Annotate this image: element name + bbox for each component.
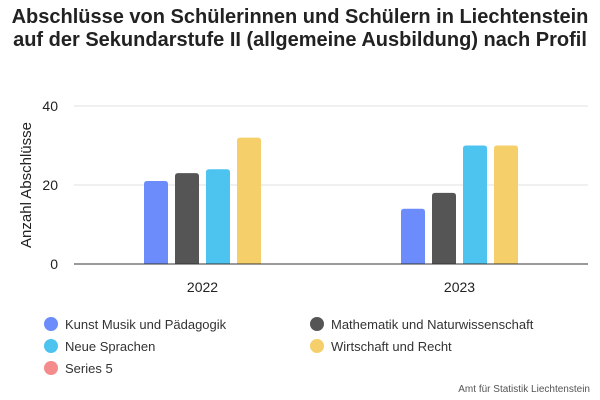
- legend-swatch: [310, 317, 324, 331]
- bar: [432, 192, 456, 264]
- legend-label: Kunst Musik und Pädagogik: [65, 316, 227, 332]
- chart-title: Abschlüsse von Schülerinnen und Schülern…: [11, 6, 589, 51]
- legend: Kunst Musik und Pädagogik Mathematik und …: [44, 316, 584, 376]
- legend-swatch: [44, 361, 58, 375]
- bar: [175, 173, 199, 264]
- bar: [237, 137, 261, 264]
- bar: [206, 169, 230, 264]
- bar: [144, 181, 168, 264]
- legend-label: Series 5: [65, 360, 113, 376]
- legend-item: Series 5: [44, 360, 310, 376]
- bar: [463, 145, 487, 264]
- bar: [401, 208, 425, 264]
- y-tick-label: 0: [50, 256, 58, 272]
- axes: 0 20 40 2022 2023: [42, 98, 588, 295]
- legend-item: Neue Sprachen: [44, 338, 310, 354]
- legend-item: Kunst Musik und Pädagogik: [44, 316, 310, 332]
- legend-swatch: [310, 339, 324, 353]
- legend-label: Neue Sprachen: [65, 338, 156, 354]
- legend-swatch: [44, 339, 58, 353]
- legend-label: Wirtschaft und Recht: [331, 338, 452, 354]
- y-tick-label: 20: [42, 177, 58, 193]
- legend-item: Mathematik und Naturwissenschaft: [310, 316, 584, 332]
- bar-chart: 0 20 40 2022 2023 Anzahl Abschlüsse: [18, 98, 588, 295]
- y-axis-label: Anzahl Abschlüsse: [18, 122, 35, 248]
- x-tick-label: 2022: [187, 279, 218, 295]
- bars: [144, 137, 518, 264]
- x-tick-label: 2023: [444, 279, 475, 295]
- legend-item: Wirtschaft und Recht: [310, 338, 584, 354]
- source-note: Amt für Statistik Liechtenstein: [458, 384, 590, 395]
- legend-label: Mathematik und Naturwissenschaft: [331, 316, 534, 332]
- bar: [494, 145, 518, 264]
- legend-swatch: [44, 317, 58, 331]
- y-tick-label: 40: [42, 98, 58, 114]
